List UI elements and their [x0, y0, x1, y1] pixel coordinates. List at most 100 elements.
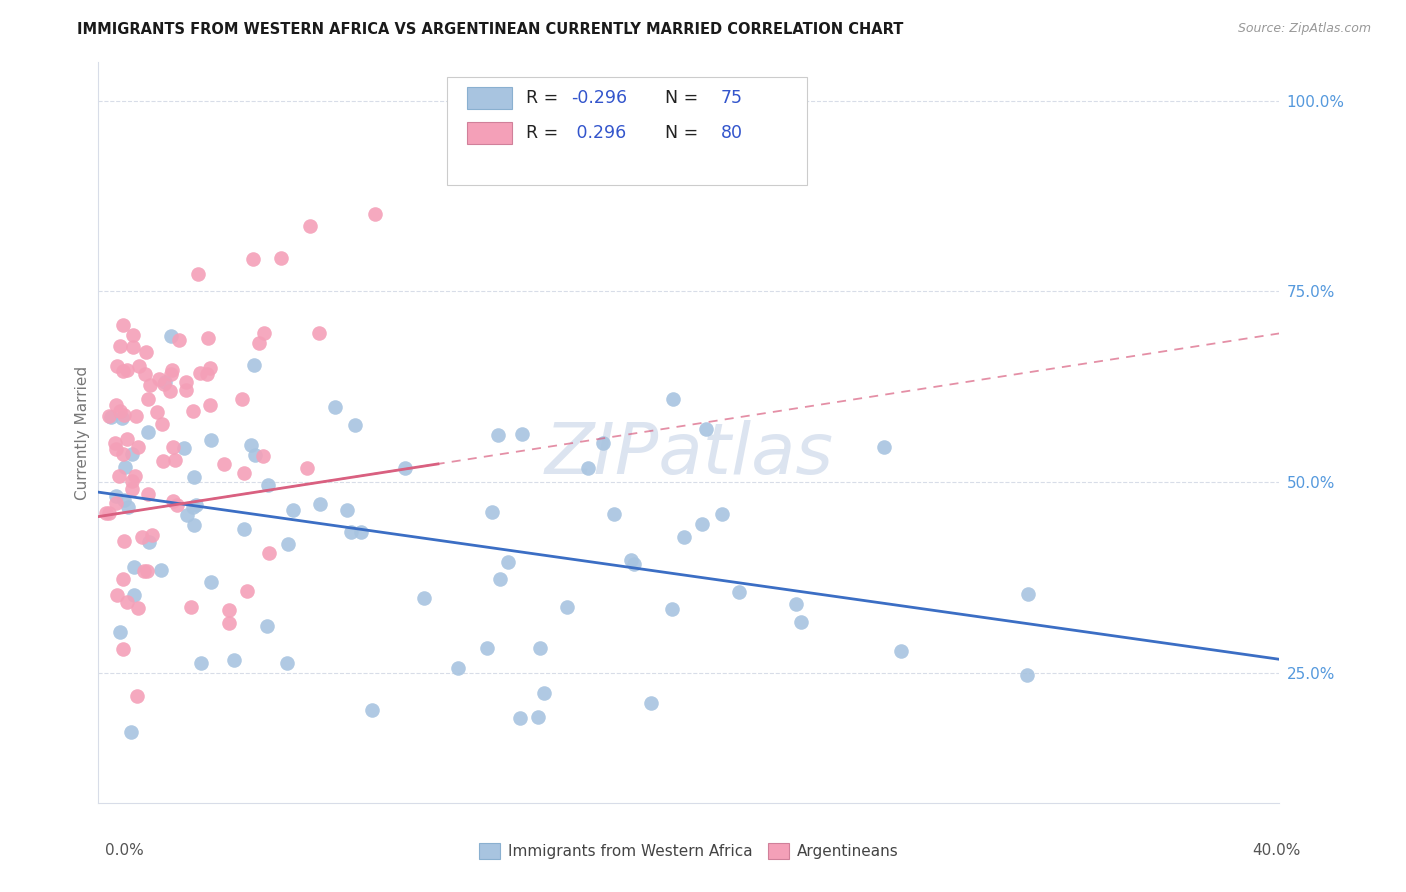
Point [183, 500, 205, 514]
Point [124, 559, 146, 574]
Point [488, 427, 510, 442]
Point [112, 572, 135, 586]
FancyBboxPatch shape [447, 78, 807, 185]
Point [107, 469, 129, 483]
Point [127, 440, 149, 454]
Point [413, 591, 436, 606]
Point [183, 470, 205, 484]
Point [117, 500, 139, 515]
Point [115, 595, 138, 609]
Point [309, 497, 332, 511]
Text: N =: N = [654, 89, 703, 107]
Text: R =: R = [526, 89, 564, 107]
Text: Source: ZipAtlas.com: Source: ZipAtlas.com [1237, 22, 1371, 36]
Point [277, 537, 299, 551]
Point [186, 498, 208, 512]
Point [134, 368, 156, 382]
Point [340, 524, 363, 539]
Point [270, 251, 292, 265]
Point [256, 619, 278, 633]
Point [508, 710, 530, 724]
Point [198, 360, 221, 375]
Point [173, 441, 195, 455]
Point [308, 326, 330, 340]
Point [141, 528, 163, 542]
Point [115, 363, 138, 377]
Point [790, 615, 813, 630]
Point [139, 378, 162, 392]
Point [710, 508, 733, 522]
Point [105, 359, 128, 373]
Point [198, 398, 221, 412]
Point [364, 207, 387, 221]
Point [160, 329, 183, 343]
Point [623, 558, 645, 572]
Legend: Immigrants from Western Africa, Argentineans: Immigrants from Western Africa, Argentin… [472, 838, 905, 865]
Point [181, 403, 204, 417]
Point [785, 597, 807, 611]
Point [195, 367, 218, 381]
Point [94, 506, 117, 520]
Point [890, 644, 912, 658]
Point [489, 572, 512, 586]
Point [111, 411, 134, 425]
Point [242, 252, 264, 266]
FancyBboxPatch shape [467, 121, 512, 144]
Point [162, 440, 184, 454]
Point [661, 602, 683, 616]
Point [162, 494, 184, 508]
Point [640, 696, 662, 710]
Text: 0.296: 0.296 [571, 124, 626, 142]
Point [336, 503, 359, 517]
Point [132, 564, 155, 578]
Point [394, 461, 416, 475]
Point [242, 358, 264, 372]
Point [159, 384, 181, 399]
Point [98, 507, 121, 521]
Point [240, 438, 263, 452]
Point [149, 563, 172, 577]
Point [108, 404, 131, 418]
Point [259, 546, 281, 560]
Point [180, 600, 202, 615]
Point [110, 624, 132, 639]
Point [124, 409, 146, 424]
Text: 40.0%: 40.0% [1253, 843, 1301, 858]
Point [214, 457, 236, 471]
Point [197, 331, 219, 345]
Point [592, 435, 614, 450]
Point [350, 525, 373, 540]
Point [603, 507, 626, 521]
FancyBboxPatch shape [467, 87, 512, 109]
Text: R =: R = [526, 124, 564, 142]
Point [276, 656, 298, 670]
Point [527, 710, 550, 724]
Point [162, 363, 184, 377]
Point [728, 584, 751, 599]
Point [174, 375, 197, 389]
Point [176, 508, 198, 522]
Point [533, 686, 555, 700]
Point [153, 376, 176, 390]
Point [253, 326, 276, 340]
Point [150, 417, 173, 431]
Point [136, 487, 159, 501]
Point [112, 408, 135, 422]
Point [475, 641, 498, 656]
Point [620, 553, 643, 567]
Point [128, 359, 150, 373]
Point [256, 478, 278, 492]
Point [299, 219, 322, 233]
Text: 75: 75 [721, 89, 742, 107]
Point [112, 534, 135, 549]
Point [200, 574, 222, 589]
Point [121, 475, 143, 489]
Point [576, 460, 599, 475]
Point [131, 530, 153, 544]
Point [111, 364, 134, 378]
Point [498, 555, 520, 569]
Point [104, 496, 127, 510]
Point [111, 318, 134, 333]
Point [243, 448, 266, 462]
Point [138, 425, 160, 439]
